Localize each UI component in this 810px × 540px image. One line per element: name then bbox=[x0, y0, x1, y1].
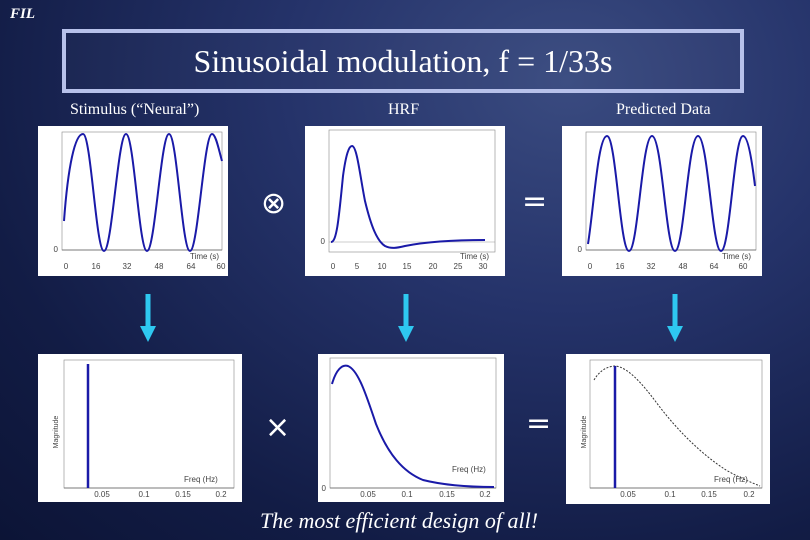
y-tick-label: 0 bbox=[578, 245, 583, 254]
x-tick-label: 25 bbox=[454, 262, 463, 271]
y-axis-label: Magnitude bbox=[53, 416, 60, 449]
stimulus-time-plot: 0 Time (s) 0 16 32 48 64 60 bbox=[38, 126, 228, 276]
x-tick-label: 0.15 bbox=[175, 490, 191, 499]
x-tick-label: 60 bbox=[217, 262, 226, 271]
x-tick-label: 0.05 bbox=[360, 490, 376, 499]
x-tick-label: 15 bbox=[403, 262, 412, 271]
x-tick-label: 0.2 bbox=[215, 490, 227, 499]
hrf-column-label: HRF bbox=[388, 101, 420, 118]
x-tick-label: 0 bbox=[64, 262, 69, 271]
slide-caption: The most efficient design of all! bbox=[260, 508, 539, 533]
fil-logo: FIL bbox=[10, 6, 36, 22]
hrf-curve bbox=[330, 144, 486, 249]
x-tick-label: 0.15 bbox=[701, 490, 717, 499]
hrf-time-plot: 0 Time (s) 0 5 10 15 20 25 30 bbox=[305, 126, 505, 276]
predicted-time-plot: 0 Time (s) 0 16 32 48 64 60 bbox=[562, 126, 762, 276]
convolution-operator: ⊗ bbox=[261, 186, 287, 221]
hrf-freq-curve bbox=[331, 364, 495, 488]
stimulus-sinusoid bbox=[63, 132, 223, 253]
x-tick-label: 64 bbox=[710, 262, 719, 271]
down-arrow-icon bbox=[398, 294, 414, 342]
plot-frame bbox=[63, 359, 235, 489]
stimulus-freq-plot: Magnitude Freq (Hz) 0.05 0.1 0.15 0.2 bbox=[38, 354, 242, 502]
stimulus-column-label: Stimulus (“Neural”) bbox=[70, 101, 200, 118]
down-arrow-icon bbox=[667, 294, 683, 342]
x-tick-label: 0.1 bbox=[401, 490, 413, 499]
x-tick-label: 0.05 bbox=[620, 490, 636, 499]
x-tick-label: 16 bbox=[92, 262, 101, 271]
slide-title: Sinusoidal modulation, f = 1/33s bbox=[193, 42, 613, 79]
predicted-freq-envelope bbox=[593, 365, 761, 487]
x-axis-label: Freq (Hz) bbox=[452, 465, 486, 474]
predicted-column-label: Predicted Data bbox=[616, 101, 711, 118]
x-tick-label: 0.05 bbox=[94, 490, 110, 499]
y-tick-label: 0 bbox=[54, 245, 59, 254]
x-axis-label: Freq (Hz) bbox=[184, 475, 218, 484]
x-tick-label: 0.2 bbox=[743, 490, 755, 499]
x-tick-label: 48 bbox=[679, 262, 688, 271]
y-axis-label: Magnitude bbox=[581, 416, 588, 449]
x-tick-label: 0.15 bbox=[439, 490, 455, 499]
y-tick-label: 0 bbox=[322, 484, 327, 493]
x-tick-label: 60 bbox=[739, 262, 748, 271]
x-axis-label: Time (s) bbox=[460, 252, 489, 261]
x-axis-label: Time (s) bbox=[190, 252, 219, 261]
x-tick-label: 16 bbox=[616, 262, 625, 271]
hrf-freq-plot: 0 Freq (Hz) 0.05 0.1 0.15 0.2 bbox=[318, 354, 504, 502]
equals-operator-bottom: = bbox=[526, 406, 552, 441]
predicted-sinusoid bbox=[587, 134, 756, 253]
x-tick-label: 0.2 bbox=[479, 490, 491, 499]
equals-operator-top: = bbox=[522, 184, 548, 219]
plot-frame bbox=[328, 129, 496, 253]
y-tick-label: 0 bbox=[321, 237, 326, 246]
x-tick-label: 20 bbox=[429, 262, 438, 271]
x-tick-label: 64 bbox=[187, 262, 196, 271]
x-tick-label: 0 bbox=[331, 262, 336, 271]
x-tick-label: 30 bbox=[479, 262, 488, 271]
title-box: Sinusoidal modulation, f = 1/33s bbox=[62, 29, 744, 93]
x-axis-label: Time (s) bbox=[722, 252, 751, 261]
x-tick-label: 5 bbox=[355, 262, 360, 271]
x-tick-label: 32 bbox=[647, 262, 656, 271]
multiply-operator: × bbox=[265, 410, 291, 445]
x-axis-label: Freq (Hz) bbox=[714, 475, 748, 484]
x-tick-label: 48 bbox=[155, 262, 164, 271]
down-arrow-icon bbox=[140, 294, 156, 342]
x-tick-label: 0.1 bbox=[138, 490, 150, 499]
x-tick-label: 0 bbox=[588, 262, 593, 271]
x-tick-label: 32 bbox=[123, 262, 132, 271]
x-tick-label: 10 bbox=[378, 262, 387, 271]
x-tick-label: 0.1 bbox=[664, 490, 676, 499]
predicted-freq-plot: Magnitude Freq (Hz) 0.05 0.1 0.15 0.2 bbox=[566, 354, 770, 504]
